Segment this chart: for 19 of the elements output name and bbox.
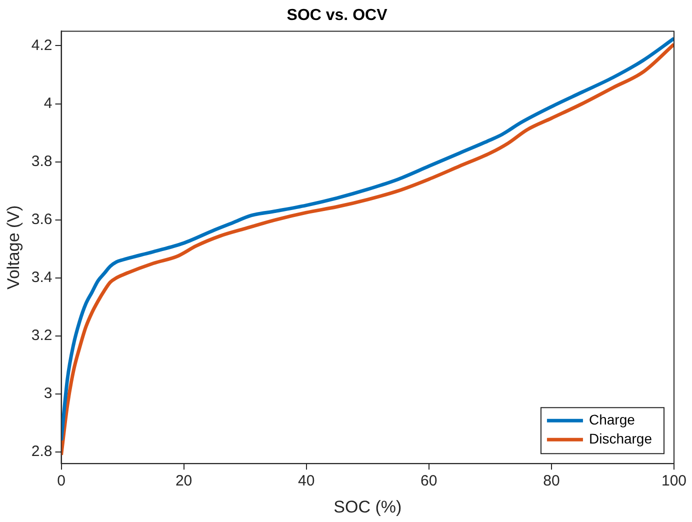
y-tick-label: 3.6 — [31, 210, 52, 228]
y-tick-label: 3.4 — [31, 269, 52, 286]
x-tick-label: 60 — [420, 472, 438, 490]
y-tick-label: 4.2 — [31, 36, 52, 54]
y-tick-label: 3.2 — [31, 327, 52, 344]
x-tick-label: 0 — [57, 472, 66, 490]
legend-label: Charge — [588, 411, 636, 428]
y-tick-label: 2.8 — [31, 443, 52, 460]
y-axis-title: Voltage (V) — [4, 205, 23, 290]
legend-label: Discharge — [588, 430, 652, 446]
x-tick-label: 40 — [298, 472, 315, 490]
y-tick-label: 4 — [44, 94, 52, 112]
x-tick-label: 20 — [175, 472, 192, 490]
y-tick-label: 3.8 — [31, 152, 52, 170]
chart-title: SOC vs. OCV — [286, 7, 388, 24]
x-axis-title: SOC (%) — [334, 497, 402, 516]
x-tick-label: 80 — [543, 472, 560, 490]
y-tick-label: 3 — [44, 385, 52, 402]
x-tick-label: 100 — [661, 472, 687, 490]
